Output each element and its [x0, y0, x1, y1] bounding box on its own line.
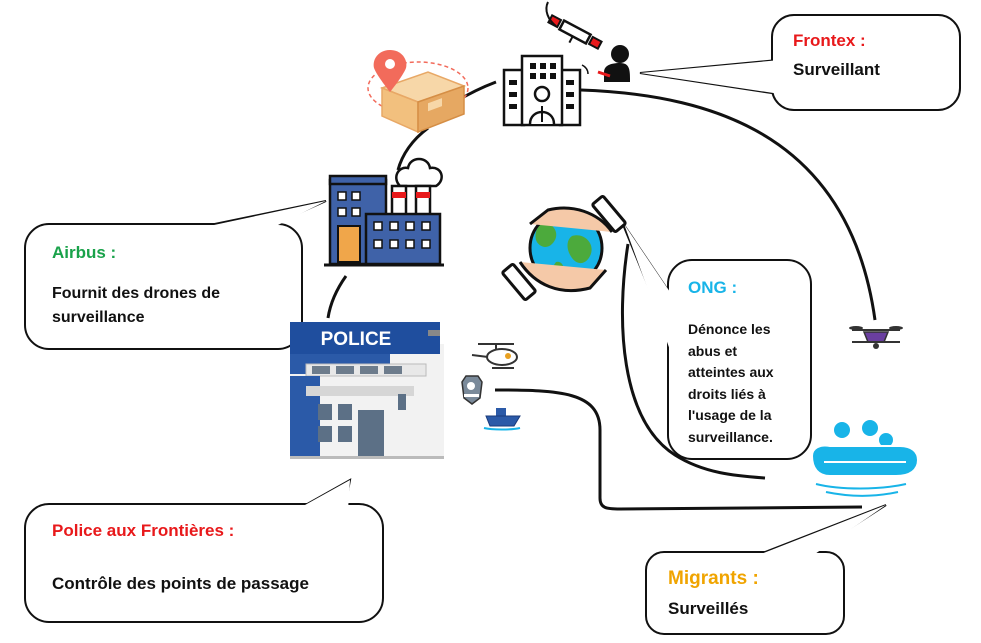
- satellite-icon: [547, 13, 603, 51]
- line-factory-to-police: [326, 275, 348, 319]
- airbus-desc-line2: surveillance: [52, 309, 145, 326]
- police-title: Police aux Frontières :: [52, 521, 235, 540]
- airbus-title: Airbus :: [52, 243, 117, 262]
- connector-lines: [326, 80, 877, 511]
- migrant-boat-icon: [810, 420, 920, 497]
- satellite-signal: [545, 1, 557, 27]
- police-station-icon: POLICE: [290, 322, 444, 459]
- ong-line-6: surveillance.: [688, 428, 773, 445]
- police-desc: Contrôle des points de passage: [52, 574, 309, 593]
- bubble-police: [24, 478, 384, 623]
- drone-icon: [849, 326, 903, 349]
- package-location-icon: [367, 50, 469, 134]
- bubble-ong: [621, 221, 812, 460]
- ong-line-2: abus et: [688, 342, 738, 359]
- line-police-to-boat: [494, 388, 863, 511]
- bubble-migrants: [645, 504, 887, 635]
- line-building-to-drone: [580, 88, 877, 321]
- line-box-to-factory: [396, 126, 429, 171]
- patrol-boat-icon: [483, 408, 521, 431]
- hands-globe-icon: [501, 195, 627, 301]
- office-building-icon: [502, 54, 582, 127]
- police-sign: POLICE: [321, 329, 392, 350]
- helicopter-icon: [471, 343, 518, 369]
- airbus-desc-line1: Fournit des drones de: [52, 285, 221, 302]
- bubble-frontex: [639, 14, 961, 111]
- migrants-desc: Surveillés: [668, 599, 749, 618]
- operator-icon: [581, 45, 630, 82]
- ong-line-3: atteintes aux: [688, 364, 774, 380]
- migrants-title: Migrants :: [668, 568, 759, 589]
- frontex-title: Frontex :: [793, 31, 866, 50]
- factory-icon: [324, 157, 444, 267]
- ong-line-1: Dénonce les: [688, 321, 771, 337]
- line-hands-to-boat: [621, 243, 766, 480]
- bubble-airbus: [24, 200, 327, 350]
- police-badge-icon: [461, 375, 483, 405]
- ong-line-5: l'usage de la: [688, 407, 772, 423]
- ong-title: ONG :: [688, 278, 738, 297]
- frontex-desc: Surveillant: [793, 60, 880, 79]
- ong-line-4: droits liés à: [688, 385, 766, 402]
